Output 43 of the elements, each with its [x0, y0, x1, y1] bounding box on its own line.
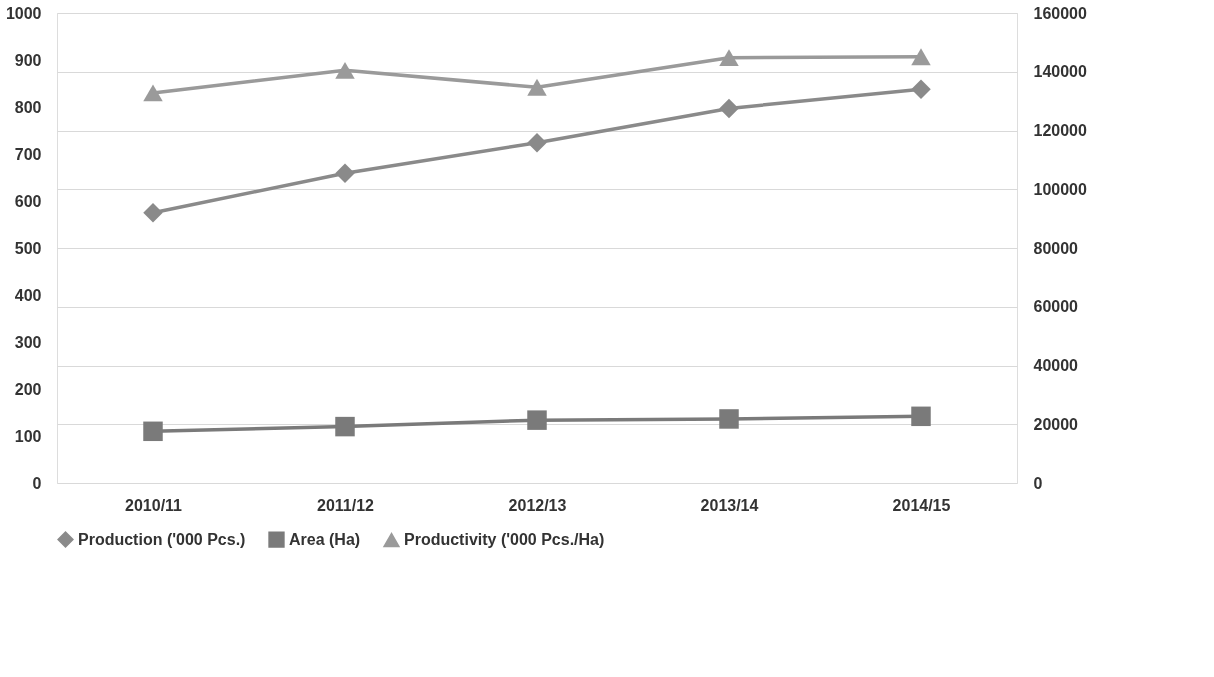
y-tick-label: 900	[14, 51, 42, 69]
point	[719, 409, 739, 429]
y-tick-label: 800	[14, 98, 42, 116]
x-tick-label: 2014/15	[892, 496, 951, 514]
y2-tick-label: 60000	[1033, 298, 1079, 316]
y-tick-label: 0	[32, 474, 42, 492]
y2-tick-label: 160000	[1033, 4, 1087, 22]
y2-tick-label: 120000	[1033, 122, 1087, 139]
legend-label: Production ('000 Pcs.)	[78, 530, 246, 548]
point	[719, 49, 739, 67]
y-tick-label: 1000	[5, 4, 42, 22]
point	[911, 48, 931, 66]
x-tick-label: 2011/12	[317, 496, 375, 514]
point	[143, 84, 163, 102]
y-tick-label: 300	[14, 333, 42, 351]
point	[335, 61, 355, 79]
point	[335, 163, 355, 184]
y2-tick-label: 40000	[1033, 357, 1079, 374]
point	[527, 78, 547, 96]
y2-tick-label: 140000	[1033, 63, 1087, 81]
x-tick-label: 2013/14	[700, 496, 759, 514]
point	[335, 416, 355, 437]
y-tick-label: 700	[14, 145, 42, 163]
y-tick-label: 400	[14, 286, 42, 304]
x-tick-label: 2012/13	[508, 496, 567, 514]
y2-tick-label: 100000	[1033, 180, 1087, 198]
y2-tick-label: 80000	[1033, 239, 1079, 257]
point	[143, 421, 163, 442]
point	[527, 132, 547, 153]
x-tick-label: 2010/11	[125, 496, 183, 514]
y-tick-label: 600	[14, 192, 42, 210]
y-tick-label: 100	[14, 427, 42, 445]
y-tick-label: 500	[14, 239, 42, 257]
point	[911, 406, 931, 427]
legend-label: Area (Ha)	[289, 530, 361, 548]
legend-label: Productivity ('000 Pcs./Ha)	[404, 531, 605, 549]
y2-tick-label: 0	[1033, 474, 1043, 492]
point	[719, 98, 739, 119]
point	[911, 79, 931, 99]
point	[527, 410, 547, 430]
y-tick-label: 200	[14, 380, 42, 398]
point	[143, 203, 163, 223]
y2-tick-label: 20000	[1033, 415, 1079, 433]
